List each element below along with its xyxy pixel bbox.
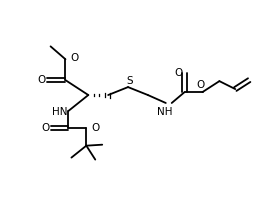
Text: O: O — [196, 80, 205, 90]
Text: O: O — [38, 75, 46, 85]
Text: O: O — [70, 53, 79, 63]
Text: S: S — [127, 76, 133, 86]
Text: NH: NH — [157, 107, 173, 117]
Text: O: O — [41, 123, 50, 133]
Text: O: O — [174, 68, 183, 78]
Text: HN: HN — [52, 107, 67, 117]
Text: O: O — [91, 123, 99, 133]
